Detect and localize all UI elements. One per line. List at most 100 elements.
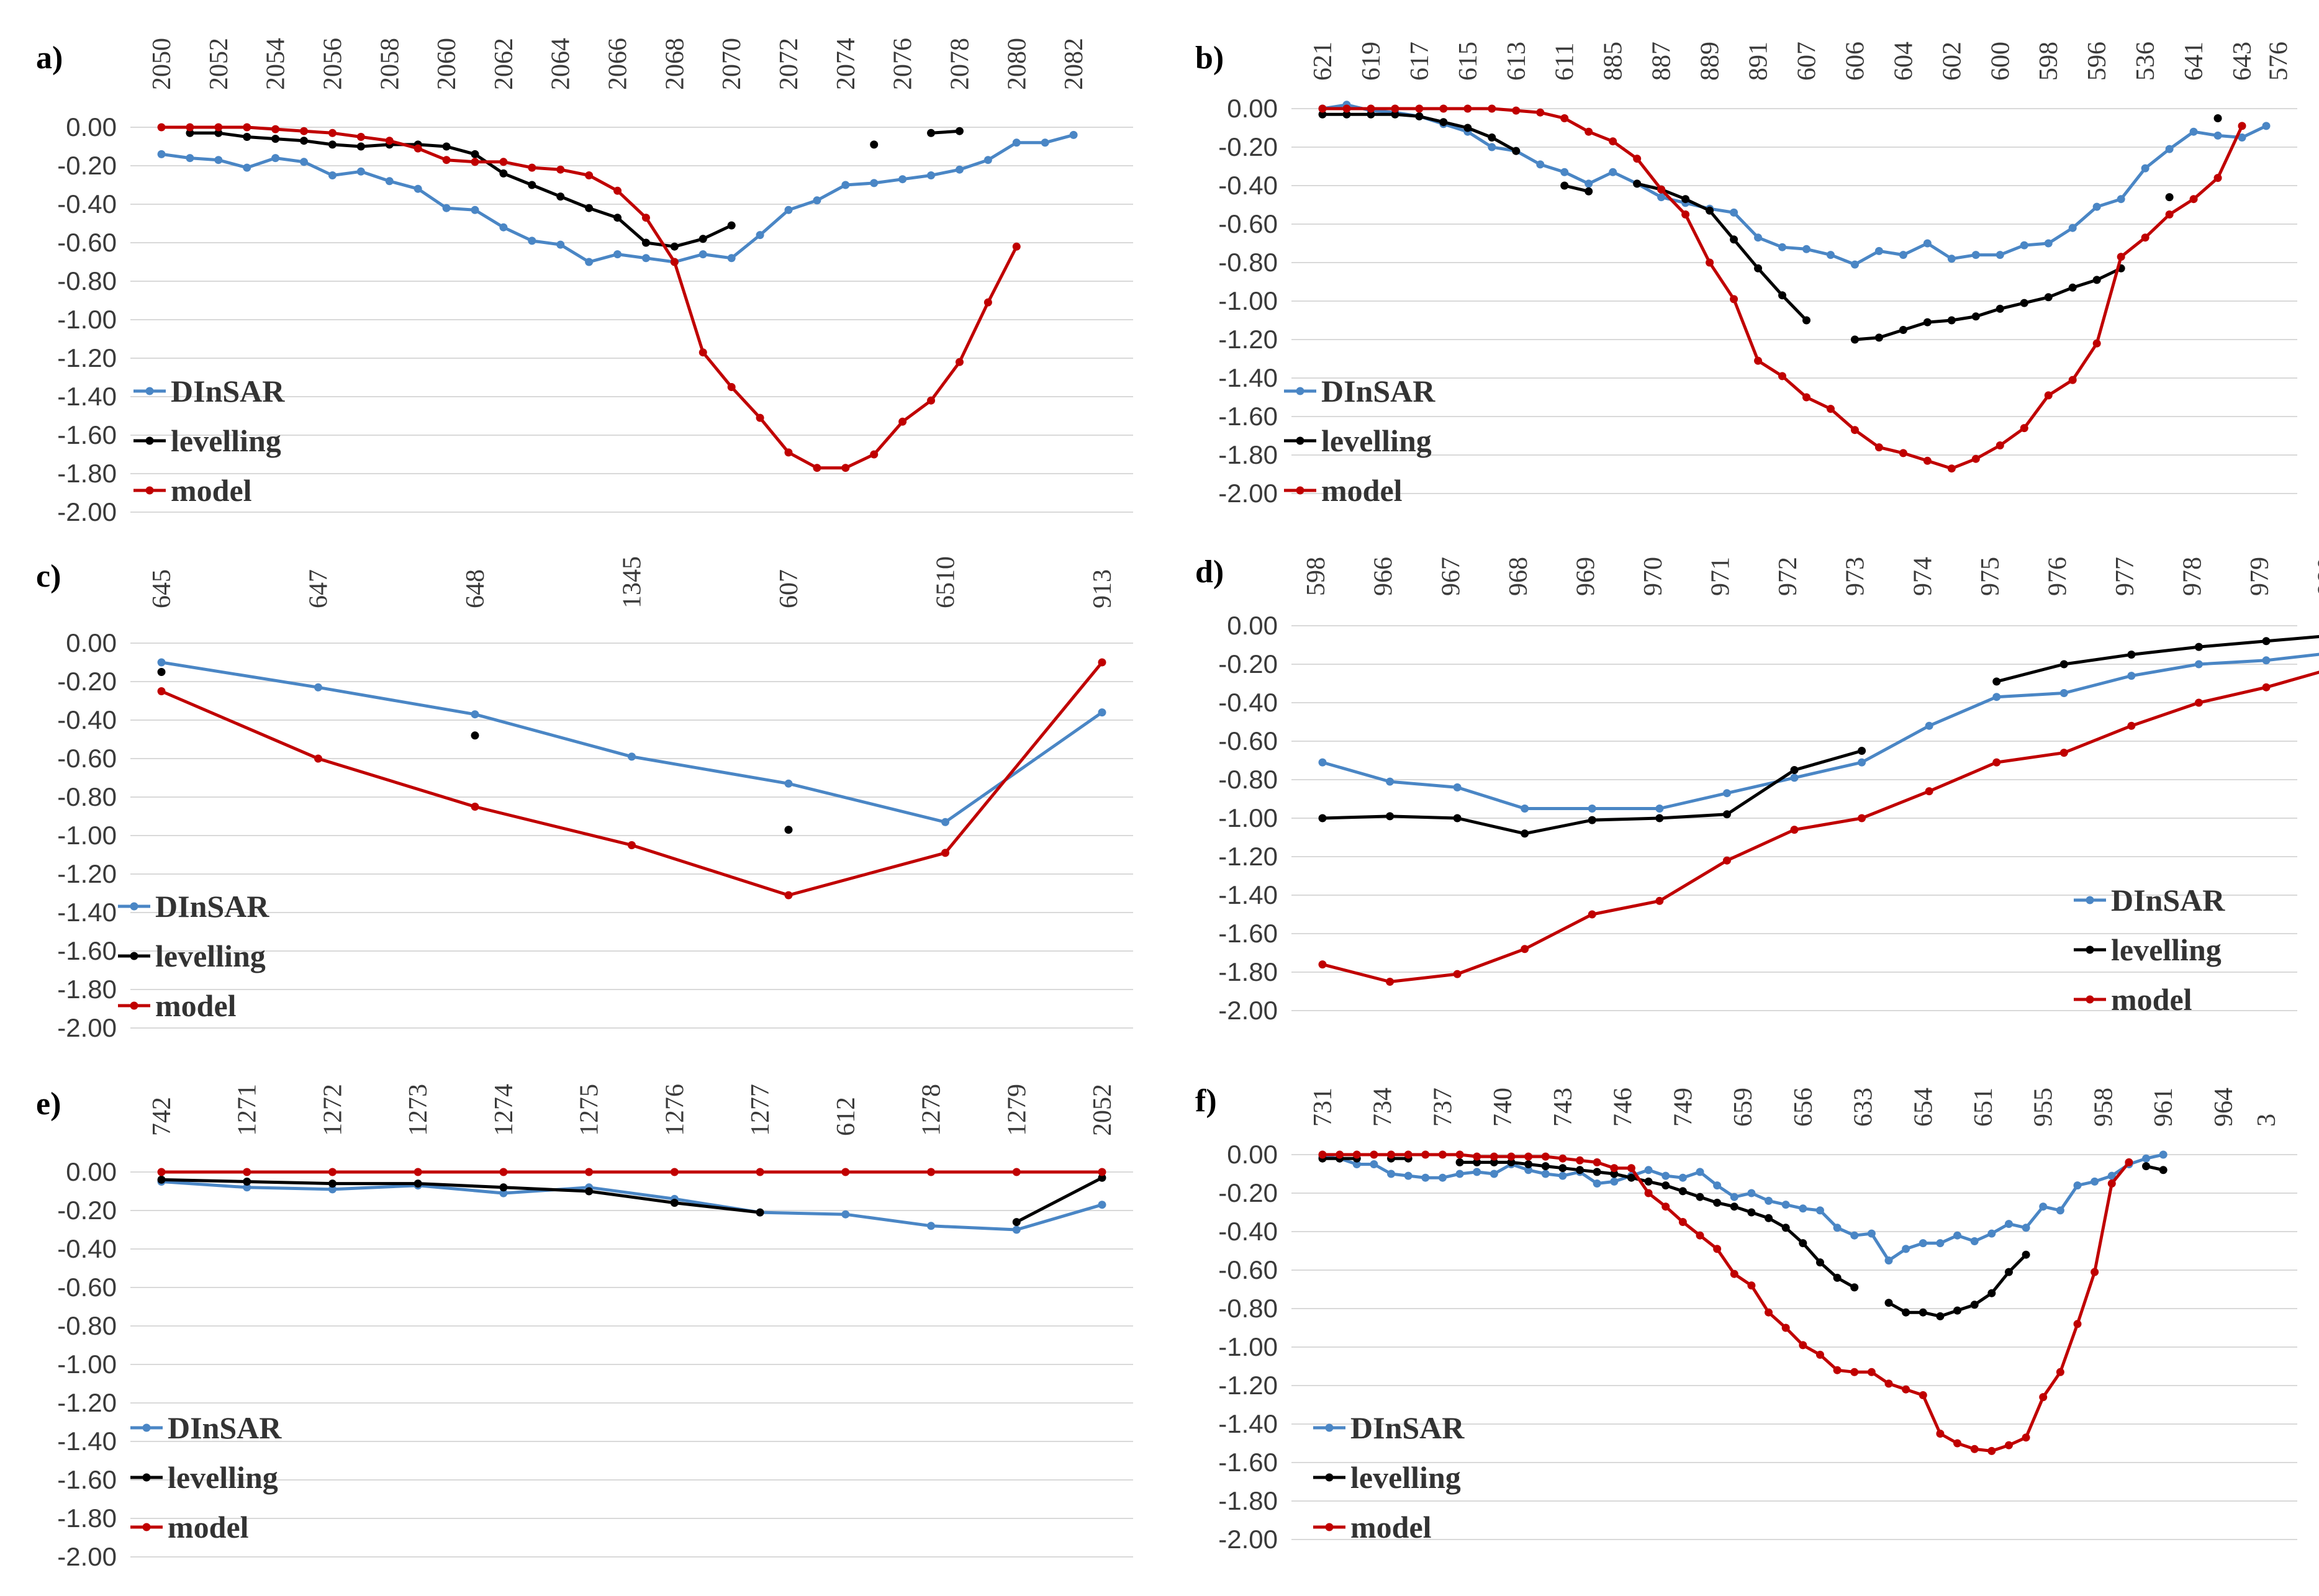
data-point-levelling: [1588, 816, 1596, 824]
data-point-model: [414, 144, 422, 153]
data-point-model: [927, 396, 936, 405]
data-point-model: [385, 137, 394, 145]
data-point-model: [2194, 698, 2203, 707]
x-tick-label: 1278: [918, 1084, 946, 1136]
data-point-DInSAR: [1713, 1181, 1722, 1190]
data-point-DInSAR: [442, 204, 451, 212]
data-point-model: [1489, 1152, 1498, 1161]
data-point-DInSAR: [585, 258, 594, 266]
data-point-model: [1947, 464, 1956, 473]
data-point-levelling: [1627, 1173, 1635, 1182]
data-point-levelling: [1858, 747, 1866, 755]
data-point-model: [1923, 456, 1932, 465]
data-point-DInSAR: [1919, 1239, 1927, 1248]
x-tick-label: 967: [1437, 557, 1465, 596]
data-point-model: [528, 163, 536, 172]
x-tick-label: 615: [1454, 42, 1483, 81]
data-point-levelling: [670, 1199, 679, 1207]
x-tick-label: 885: [1599, 42, 1628, 81]
data-point-DInSAR: [1610, 1177, 1619, 1186]
data-point-DInSAR: [698, 250, 707, 259]
x-tick-label: 576: [2264, 42, 2293, 81]
data-point-model: [1678, 1218, 1687, 1226]
data-point-model: [186, 123, 194, 132]
y-tick-label: -0.20: [1218, 649, 1278, 679]
y-tick-label: -1.20: [1218, 842, 1278, 871]
panel-label: f): [1195, 1083, 1217, 1119]
data-point-model: [2004, 1441, 2013, 1449]
y-tick-label: -1.20: [57, 343, 117, 372]
data-point-levelling: [1541, 1162, 1550, 1171]
data-point-DInSAR: [1790, 773, 1799, 782]
x-tick-label: 2074: [832, 38, 861, 90]
x-tick-label: 651: [1969, 1088, 1998, 1127]
data-point-model: [756, 413, 764, 422]
data-point-levelling: [1593, 1168, 1601, 1176]
data-point-levelling: [1661, 1181, 1670, 1190]
data-point-DInSAR: [186, 154, 194, 163]
data-point-DInSAR: [1041, 138, 1049, 147]
y-tick-label: -0.40: [1218, 1217, 1278, 1246]
data-point-levelling: [1507, 1158, 1516, 1166]
data-point-DInSAR: [2059, 689, 2068, 697]
legend-label: levelling: [155, 939, 266, 973]
data-point-DInSAR: [271, 154, 280, 163]
series-line-levelling: [189, 131, 733, 248]
y-tick-label: -1.60: [1218, 1448, 1278, 1477]
data-point-DInSAR: [2262, 656, 2271, 665]
data-point-model: [1765, 1308, 1773, 1317]
y-tick-label: -2.00: [1218, 996, 1278, 1025]
data-point-levelling: [585, 204, 594, 212]
data-point-DInSAR: [1947, 255, 1956, 263]
data-point-levelling: [698, 235, 707, 243]
data-point-DInSAR: [385, 177, 394, 186]
y-tick-label: -0.60: [57, 228, 117, 257]
data-point-model: [670, 1168, 679, 1176]
data-point-levelling: [243, 133, 251, 141]
data-point-model: [898, 417, 907, 426]
y-tick-label: -0.60: [57, 1273, 117, 1302]
data-point-model: [499, 1168, 508, 1176]
data-point-DInSAR: [2044, 239, 2053, 248]
data-point-DInSAR: [1584, 179, 1593, 188]
legend-label: DInSAR: [1321, 374, 1435, 408]
data-point-model: [157, 123, 166, 132]
data-point-model: [2189, 195, 2198, 204]
data-point-DInSAR: [300, 158, 309, 166]
data-point-model: [2125, 1158, 2133, 1166]
data-point-DInSAR: [1778, 243, 1787, 251]
data-point-levelling: [243, 1178, 251, 1186]
data-point-levelling: [1342, 110, 1351, 119]
data-point-levelling: [1367, 110, 1375, 119]
legend-marker: [142, 1473, 151, 1482]
data-point-model: [1012, 242, 1021, 251]
data-point-DInSAR: [1936, 1239, 1945, 1248]
data-point-levelling: [2159, 1166, 2168, 1174]
x-tick-label: 955: [2030, 1088, 2058, 1127]
x-tick-label: 2066: [604, 38, 633, 90]
data-point-DInSAR: [1386, 777, 1395, 786]
x-tick-label: 891: [1745, 42, 1773, 81]
y-tick-label: -1.80: [57, 459, 117, 488]
x-tick-label: 645: [148, 569, 176, 608]
x-tick-label: 1275: [576, 1084, 604, 1136]
data-point-levelling: [1947, 316, 1956, 325]
data-point-DInSAR: [1858, 758, 1866, 767]
data-point-model: [1318, 1150, 1327, 1159]
legend-marker: [145, 486, 154, 495]
series-line-levelling: [1016, 1176, 1103, 1224]
data-point-levelling: [499, 169, 508, 178]
data-point-DInSAR: [499, 223, 508, 232]
x-tick-label: 749: [1669, 1088, 1697, 1127]
data-point-DInSAR: [2262, 122, 2271, 130]
x-tick-label: 2078: [946, 38, 974, 90]
x-tick-label: 746: [1609, 1088, 1638, 1127]
legend-marker: [1325, 1473, 1334, 1482]
data-point-levelling: [414, 1179, 422, 1188]
data-point-DInSAR: [1536, 160, 1545, 169]
data-point-DInSAR: [1352, 1160, 1361, 1168]
x-tick-label: 974: [1909, 557, 1937, 596]
data-point-DInSAR: [2194, 660, 2203, 669]
data-point-levelling: [471, 731, 479, 740]
data-point-levelling: [1488, 133, 1496, 142]
